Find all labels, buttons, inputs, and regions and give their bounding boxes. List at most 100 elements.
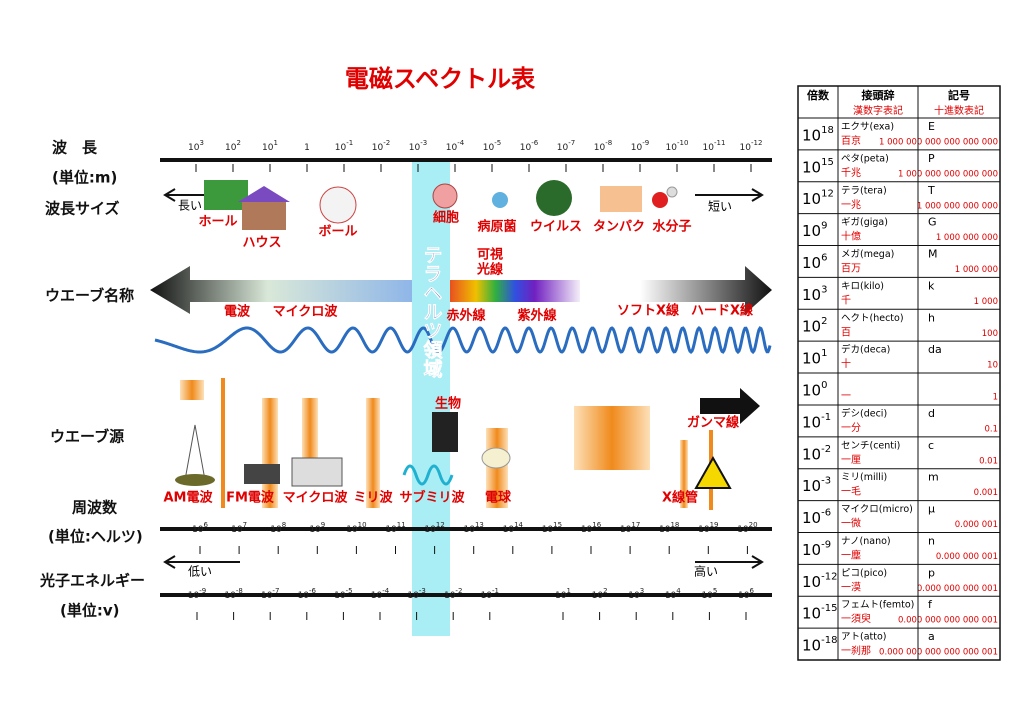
- tick-exp: -3: [419, 587, 426, 595]
- exponent-value: 9: [821, 221, 827, 232]
- tick-label: 1012: [424, 521, 444, 535]
- tick-label: 1020: [737, 521, 757, 535]
- exponent: 101: [802, 348, 827, 368]
- exponent-value: -18: [821, 635, 837, 646]
- tick-label: 10-3: [409, 139, 427, 153]
- row-label: (単位:m): [52, 169, 117, 187]
- tick-base: 10: [503, 525, 515, 535]
- kanji: 一刹那: [841, 645, 871, 657]
- tick-exp: 16: [592, 521, 601, 529]
- table-header: 接頭辞: [862, 88, 895, 102]
- tick-base: 10: [542, 525, 554, 535]
- tick-exp: 19: [710, 521, 719, 529]
- tick-base: 10: [703, 143, 715, 153]
- tick-base: 10: [659, 525, 671, 535]
- tick-exp: 6: [203, 521, 208, 529]
- exponent-value: 18: [821, 125, 834, 136]
- source-label: AM電波: [164, 490, 214, 506]
- tick-exp: 18: [670, 521, 679, 529]
- row-label: ウエーブ名称: [45, 287, 134, 305]
- decimal: 1 000: [974, 297, 998, 307]
- tick-exp: 20: [749, 521, 758, 529]
- tick-base: 10: [481, 591, 493, 601]
- source-label: サブミリ波: [399, 490, 465, 506]
- tick-base: 10: [581, 525, 593, 535]
- exponent-value: -1: [821, 412, 831, 423]
- symbol: p: [928, 566, 935, 579]
- tick-label: 10-9: [631, 139, 649, 153]
- tick-base: 10: [407, 591, 419, 601]
- tick-base: 10: [665, 591, 677, 601]
- tick-label: 10-4: [446, 139, 465, 153]
- kanji: 一漠: [841, 581, 861, 593]
- source-label: FM電波: [226, 490, 275, 506]
- tick-base: 10: [737, 525, 749, 535]
- source-label: マイクロ波: [283, 490, 349, 506]
- tick-exp: 4: [676, 587, 681, 595]
- wave-name: 紫外線: [517, 308, 557, 324]
- prefix: アト(atto): [841, 632, 887, 643]
- tick-base: 10: [631, 143, 643, 153]
- arrow-label: 低い: [188, 565, 212, 579]
- wave-name: マイクロ波: [273, 304, 339, 320]
- tick-label: 106: [192, 521, 208, 535]
- tick-label: 10-12: [740, 139, 763, 153]
- prefix: ヘクト(hecto): [841, 313, 904, 324]
- size-label: ホール: [198, 215, 237, 230]
- tick-base: 10: [188, 143, 200, 153]
- tick-label: 1013: [464, 521, 484, 535]
- prefix: マイクロ(micro): [841, 504, 913, 515]
- decimal: 1 000 000 000 000: [917, 201, 998, 211]
- symbol: da: [928, 343, 942, 356]
- tick-exp: -2: [455, 587, 462, 595]
- tick-label: 10-9: [188, 587, 206, 601]
- prefix: ペタ(peta): [841, 153, 889, 164]
- axes: [160, 158, 772, 597]
- kanji: 一分: [841, 422, 861, 434]
- exponent-value: 3: [821, 284, 827, 295]
- row-label: ウエーブ源: [50, 428, 124, 446]
- table-subheader: 十進数表記: [934, 104, 984, 117]
- tick-label: 10-6: [298, 587, 317, 601]
- tick-base: 10: [520, 143, 532, 153]
- kanji: 千: [841, 294, 851, 306]
- symbol: k: [928, 279, 935, 292]
- decimal: 0.000 000 001: [936, 552, 998, 562]
- tick-base: 1: [304, 143, 310, 153]
- tick-exp: -9: [199, 587, 206, 595]
- symbol: m: [928, 471, 939, 484]
- symbol: f: [928, 598, 933, 611]
- size-label: ハウス: [242, 236, 281, 251]
- tick-exp: 14: [514, 521, 523, 529]
- size-label: 水分子: [652, 219, 691, 235]
- kanji: 一厘: [841, 454, 861, 466]
- tick-exp: 6: [749, 587, 754, 595]
- kanji: 一兆: [841, 199, 861, 211]
- tick-base: 10: [483, 143, 495, 153]
- tick-label: 108: [270, 521, 286, 535]
- decimal: 0.000 000 000 000 001: [898, 616, 998, 626]
- tick-base: 10: [346, 525, 358, 535]
- wave-name: 可視: [477, 247, 503, 263]
- source-decor: [175, 378, 760, 510]
- tick-base: 10: [231, 525, 243, 535]
- exponent: 109: [802, 221, 827, 241]
- tick-label: 10-7: [261, 587, 279, 601]
- tick-exp: -10: [677, 139, 688, 147]
- decimal: 1 000 000 000 000 000: [898, 169, 998, 179]
- exponent: 10-1: [802, 412, 831, 432]
- exponent: 1018: [802, 125, 834, 145]
- decimal: 0.000 001: [955, 520, 998, 530]
- size-label: ボール: [318, 224, 357, 240]
- prefix: メガ(mega): [841, 249, 894, 260]
- exponent: 1015: [802, 157, 834, 177]
- exponent-value: 6: [821, 252, 827, 263]
- exponent-value: 12: [821, 189, 834, 200]
- tick-base: 10: [555, 591, 567, 601]
- tick-exp: -12: [751, 139, 762, 147]
- tick-base: 10: [334, 591, 346, 601]
- row-label: 周波数: [72, 499, 118, 517]
- symbol: c: [928, 439, 934, 452]
- symbol: μ: [928, 503, 935, 516]
- tick-base: 10: [225, 143, 237, 153]
